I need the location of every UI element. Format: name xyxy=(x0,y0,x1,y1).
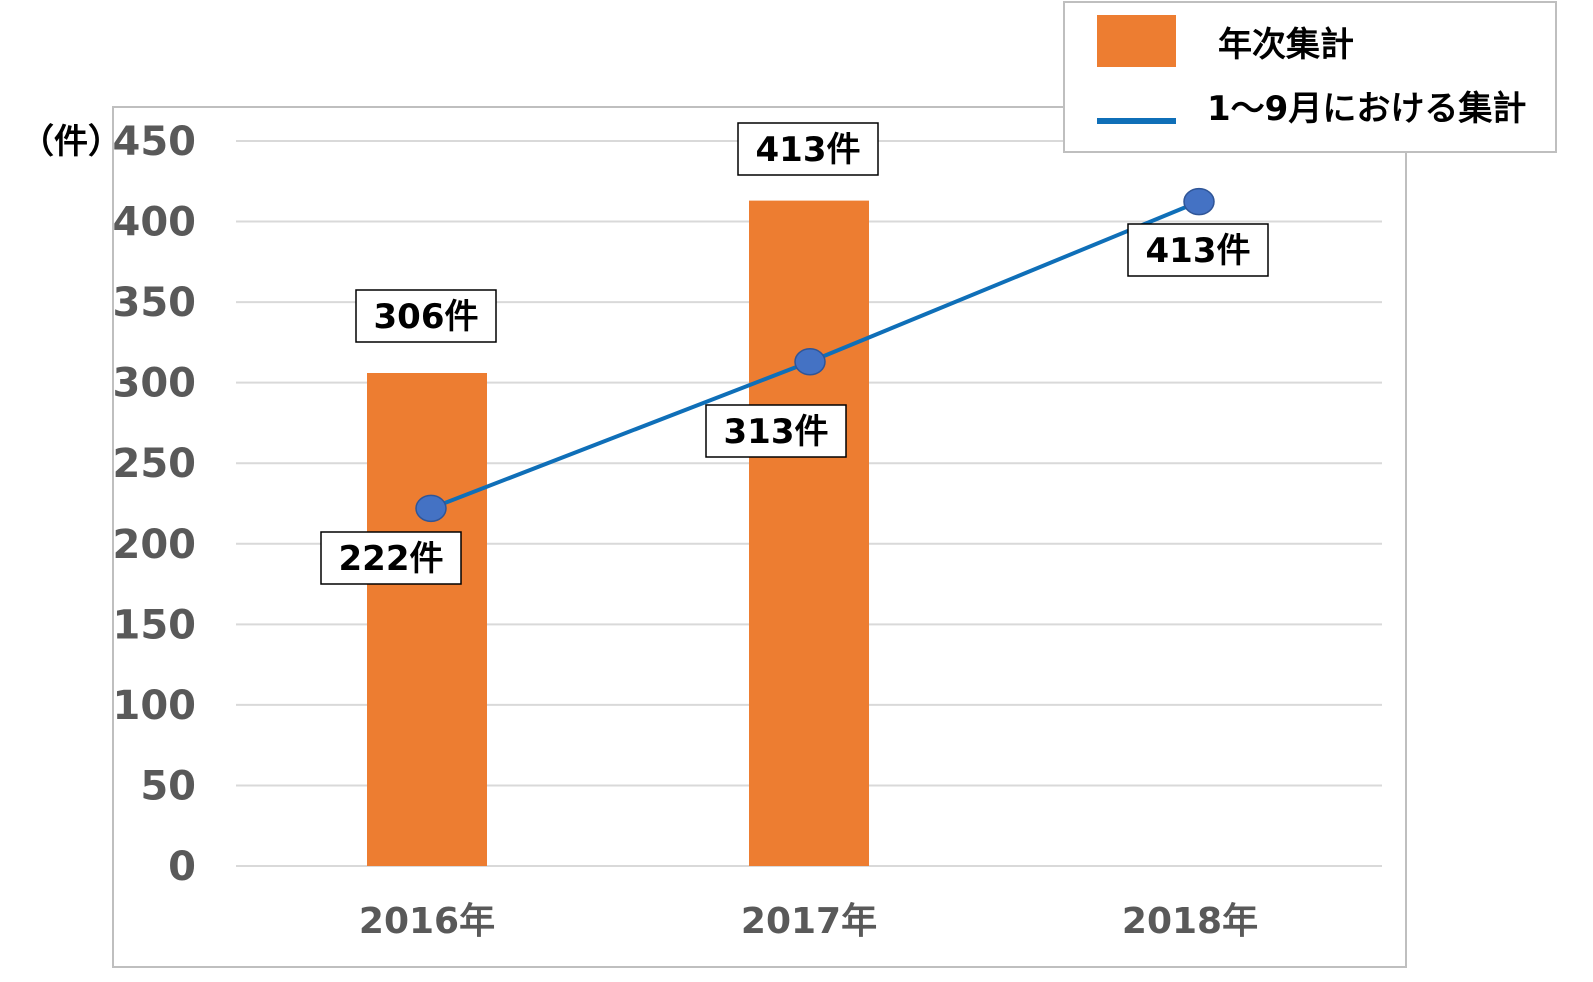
data-label-text: 413件 xyxy=(1146,231,1251,271)
data-label-text: 413件 xyxy=(756,130,861,170)
line-series xyxy=(415,187,1215,523)
data-label-box xyxy=(1127,223,1269,277)
data-label: 306件 xyxy=(355,289,497,343)
legend-bar-label: 年次集計 xyxy=(1218,25,1354,65)
y-tick-label: 50 xyxy=(140,763,196,809)
x-axis-categories: 2016年 2017年 2018年 xyxy=(359,901,1258,942)
line-point xyxy=(415,494,447,523)
bar xyxy=(367,373,487,866)
y-tick-label: 400 xyxy=(113,200,197,246)
line-point xyxy=(1183,187,1215,216)
bar-series xyxy=(367,200,869,867)
data-labels: 306件 413件 222件 313件 413件 xyxy=(320,122,1269,585)
data-label-text: 313件 xyxy=(724,412,829,452)
y-tick-label: 150 xyxy=(113,602,197,648)
x-category-label: 2018年 xyxy=(1122,901,1258,942)
data-label-box xyxy=(320,531,462,585)
y-tick-label: 450 xyxy=(113,119,197,165)
data-label-box xyxy=(355,289,497,343)
legend: 年次集計 1～9月における集計 xyxy=(1063,1,1557,153)
line-point xyxy=(794,347,826,376)
data-label: 413件 xyxy=(737,122,879,176)
y-tick-label: 100 xyxy=(113,683,197,729)
y-tick-label: 300 xyxy=(113,361,197,407)
y-tick-label: 0 xyxy=(168,844,196,890)
data-label: 222件 xyxy=(320,531,462,585)
data-label-box xyxy=(737,122,879,176)
data-label-box xyxy=(705,404,847,458)
data-label-text: 222件 xyxy=(339,539,444,579)
y-tick-label: 250 xyxy=(113,441,197,487)
y-axis-ticks: 0 50 100 150 200 250 300 350 400 450 xyxy=(113,119,197,890)
y-axis-unit-label: （件） xyxy=(20,122,122,162)
y-tick-label: 350 xyxy=(113,280,197,326)
legend-bar-swatch xyxy=(1097,15,1176,67)
legend-line-label: 1～9月における集計 xyxy=(1207,89,1526,129)
data-label-text: 306件 xyxy=(374,297,479,337)
data-label: 413件 xyxy=(1127,223,1269,277)
data-label: 313件 xyxy=(705,404,847,458)
bar xyxy=(749,200,869,867)
x-category-label: 2016年 xyxy=(359,901,495,942)
y-tick-label: 200 xyxy=(113,522,197,568)
x-category-label: 2017年 xyxy=(741,901,877,942)
